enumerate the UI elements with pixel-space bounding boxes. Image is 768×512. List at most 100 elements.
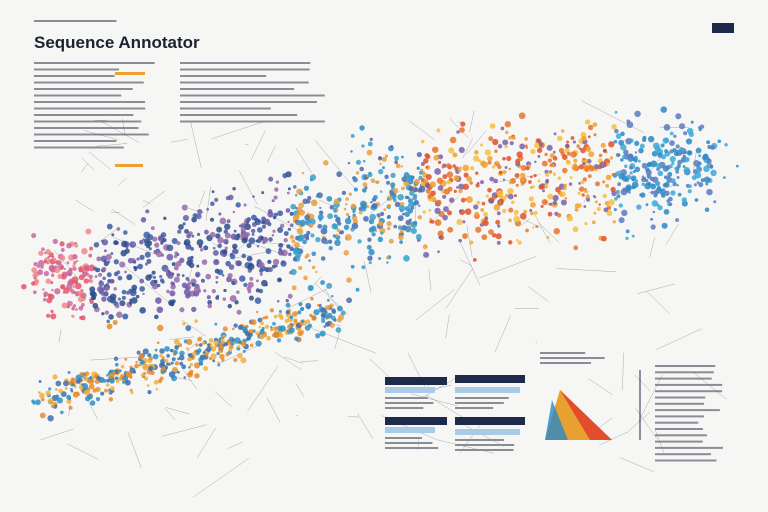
dot bbox=[222, 326, 228, 332]
dot bbox=[108, 314, 114, 320]
dot bbox=[254, 218, 262, 226]
dot bbox=[286, 244, 291, 249]
dot bbox=[46, 313, 51, 318]
dot bbox=[350, 150, 353, 153]
dot bbox=[452, 152, 458, 158]
dot bbox=[525, 146, 528, 149]
dot bbox=[573, 245, 579, 251]
dot bbox=[495, 160, 499, 164]
dot bbox=[78, 269, 82, 273]
connector bbox=[638, 374, 663, 422]
dot bbox=[529, 175, 533, 179]
connector bbox=[251, 130, 266, 160]
dot bbox=[287, 187, 291, 191]
dot bbox=[185, 325, 192, 332]
dot bbox=[552, 150, 556, 154]
dot bbox=[69, 288, 74, 292]
dot bbox=[270, 326, 273, 329]
dot bbox=[290, 223, 294, 227]
dot bbox=[504, 121, 512, 128]
dot bbox=[370, 201, 373, 204]
connector bbox=[469, 110, 475, 132]
dot bbox=[605, 174, 612, 181]
dot bbox=[56, 397, 63, 404]
dot bbox=[259, 321, 264, 326]
dot bbox=[678, 123, 686, 130]
dot bbox=[175, 260, 182, 267]
dot bbox=[414, 178, 420, 185]
dot bbox=[261, 224, 267, 229]
dot bbox=[154, 242, 160, 248]
dot bbox=[60, 284, 66, 290]
dot bbox=[52, 238, 58, 245]
dot bbox=[350, 227, 355, 232]
dot bbox=[89, 400, 96, 406]
dot bbox=[456, 218, 463, 226]
dot bbox=[453, 189, 457, 193]
dot bbox=[119, 300, 126, 307]
dot bbox=[345, 197, 349, 201]
dot bbox=[574, 203, 580, 209]
dot bbox=[195, 343, 199, 347]
dot bbox=[155, 387, 159, 391]
dot bbox=[652, 210, 656, 214]
dot bbox=[424, 153, 430, 158]
dot bbox=[379, 162, 382, 166]
dot bbox=[627, 153, 634, 159]
dot bbox=[583, 205, 587, 208]
dot bbox=[72, 254, 78, 260]
dot bbox=[121, 289, 127, 295]
dot bbox=[386, 261, 389, 264]
dot bbox=[234, 300, 239, 305]
dot bbox=[171, 357, 176, 362]
dot bbox=[255, 340, 262, 347]
connector bbox=[462, 138, 473, 159]
dot bbox=[272, 229, 276, 233]
text-line bbox=[34, 62, 155, 64]
dot bbox=[228, 264, 235, 270]
text-line bbox=[34, 75, 115, 77]
dot bbox=[629, 171, 633, 175]
connector bbox=[494, 315, 511, 352]
dot bbox=[166, 244, 174, 252]
dot bbox=[233, 323, 238, 328]
connector bbox=[692, 371, 727, 400]
dot bbox=[210, 346, 217, 352]
dot bbox=[639, 143, 645, 149]
dot bbox=[370, 225, 377, 232]
dot bbox=[548, 170, 553, 174]
dot bbox=[453, 175, 460, 182]
dot bbox=[336, 317, 342, 323]
dot bbox=[578, 181, 581, 185]
dot bbox=[706, 188, 713, 196]
dot bbox=[129, 298, 133, 302]
dot bbox=[390, 144, 394, 148]
dot bbox=[298, 265, 303, 271]
dot bbox=[668, 196, 673, 202]
dot bbox=[618, 173, 625, 180]
dot bbox=[31, 232, 37, 239]
dot bbox=[392, 187, 399, 194]
dot bbox=[120, 364, 125, 369]
dot bbox=[675, 218, 680, 222]
dot bbox=[174, 361, 180, 366]
dot bbox=[37, 259, 45, 267]
dot bbox=[43, 291, 49, 297]
dot bbox=[598, 153, 603, 158]
dot bbox=[514, 173, 520, 178]
dot bbox=[333, 214, 338, 219]
dot bbox=[131, 241, 137, 247]
dot bbox=[367, 237, 372, 242]
dot bbox=[35, 399, 41, 406]
connector bbox=[88, 151, 111, 170]
dot bbox=[197, 208, 203, 215]
connector bbox=[142, 190, 166, 208]
dot bbox=[106, 223, 113, 230]
dot bbox=[672, 148, 677, 153]
dot bbox=[279, 325, 286, 332]
dot bbox=[390, 182, 396, 188]
dot bbox=[507, 193, 514, 200]
dot bbox=[350, 134, 355, 138]
dot bbox=[473, 204, 479, 210]
dot bbox=[267, 259, 271, 263]
